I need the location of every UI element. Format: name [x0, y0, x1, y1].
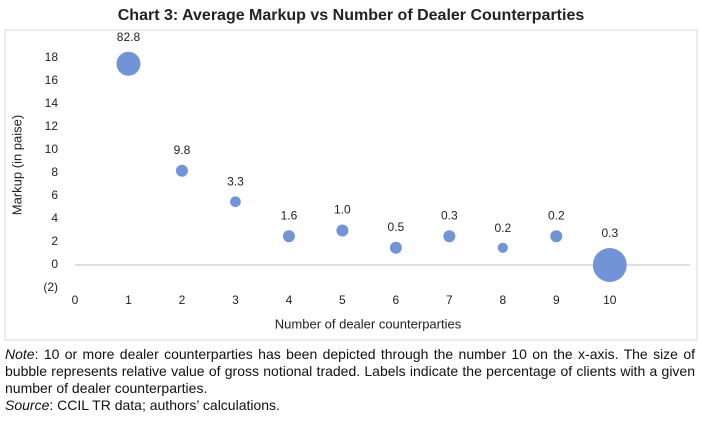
bubble — [592, 248, 627, 282]
note-text: : CCIL TR data; authors’ calculations. — [49, 397, 280, 413]
data-label: 0.2 — [548, 208, 565, 222]
data-label: 0.3 — [441, 208, 458, 222]
y-tick-label: 16 — [45, 73, 59, 87]
x-tick-label: 10 — [603, 293, 617, 307]
data-label: 0.5 — [388, 220, 405, 234]
x-axis-title: Number of dealer counterparties — [275, 316, 462, 331]
x-tick-label: 3 — [232, 293, 239, 307]
x-tick-label: 4 — [286, 293, 293, 307]
bubble — [282, 230, 295, 243]
bubble — [443, 230, 456, 243]
note: Source: CCIL TR data; authors’ calculati… — [5, 397, 695, 414]
data-label: 1.6 — [281, 208, 298, 222]
x-tick-label: 7 — [446, 293, 453, 307]
x-tick-label: 5 — [339, 293, 346, 307]
y-tick-label: 4 — [51, 211, 58, 225]
data-label: 0.2 — [494, 221, 511, 235]
bubble — [550, 230, 563, 243]
chart-frame — [4, 29, 698, 341]
y-tick-label: 12 — [45, 119, 59, 133]
bubble — [389, 241, 402, 254]
y-axis-title: Markup (in paise) — [9, 115, 24, 215]
x-tick-label: 1 — [125, 293, 132, 307]
bubble — [497, 242, 508, 253]
y-tick-label: 2 — [51, 234, 58, 248]
x-tick-label: 8 — [499, 293, 506, 307]
y-tick-label: 8 — [51, 165, 58, 179]
y-tick-label: (2) — [43, 280, 58, 294]
y-tick-label: 10 — [45, 142, 59, 156]
y-tick-label: 18 — [45, 50, 59, 64]
y-tick-label: 0 — [51, 257, 58, 271]
bubble — [336, 224, 349, 237]
data-label: 0.3 — [601, 226, 618, 240]
data-label: 3.3 — [227, 175, 244, 189]
data-label: 82.8 — [117, 30, 141, 44]
chart-title: Chart 3: Average Markup vs Number of Dea… — [118, 7, 585, 24]
data-label: 9.8 — [174, 143, 191, 157]
data-label: 1.0 — [334, 203, 351, 217]
x-tick-label: 9 — [553, 293, 560, 307]
x-tick-label: 2 — [179, 293, 186, 307]
notes: Note: 10 or more dealer counterparties h… — [5, 346, 695, 414]
bubble — [175, 164, 188, 177]
chart: Chart 3: Average Markup vs Number of Dea… — [4, 7, 698, 341]
y-tick-label: 14 — [45, 96, 59, 110]
y-tick-label: 6 — [51, 188, 58, 202]
note: Note: 10 or more dealer counterparties h… — [5, 346, 695, 397]
x-tick-label: 0 — [72, 293, 79, 307]
note-label: Note — [5, 346, 35, 362]
note-text: : 10 or more dealer counterparties has b… — [5, 346, 695, 396]
bubble — [230, 196, 241, 208]
bubble — [116, 51, 141, 76]
note-label: Source — [5, 397, 50, 413]
x-tick-label: 6 — [393, 293, 400, 307]
